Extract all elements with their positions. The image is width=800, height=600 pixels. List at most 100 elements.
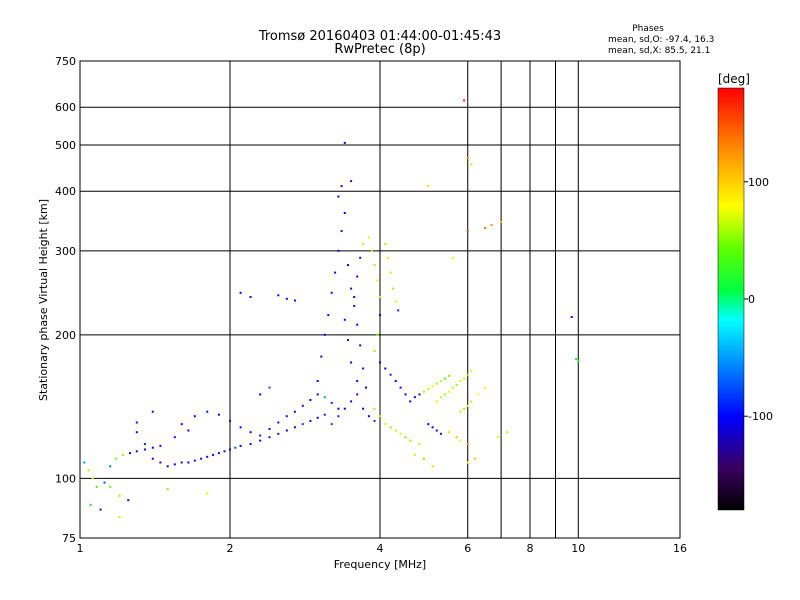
data-point: [206, 455, 209, 458]
data-point: [316, 393, 319, 396]
data-point: [323, 396, 326, 399]
data-point: [99, 508, 102, 511]
data-point: [443, 377, 446, 380]
phase-info-x: mean, sd,X: 85.5, 21.1: [608, 46, 710, 56]
y-tick-label: 750: [55, 55, 76, 68]
data-point: [330, 423, 333, 426]
data-point: [340, 185, 343, 188]
data-point: [466, 373, 469, 376]
data-point: [413, 453, 416, 456]
y-axis-label: Stationary phase Virtual Height [km]: [37, 199, 50, 401]
data-point: [427, 388, 430, 390]
data-point: [389, 373, 392, 376]
data-point: [373, 419, 376, 422]
data-point: [470, 400, 473, 403]
data-point: [87, 469, 90, 472]
data-point: [373, 350, 376, 352]
data-point: [427, 423, 430, 426]
data-point: [127, 499, 130, 502]
data-point: [91, 477, 94, 480]
data-point: [455, 436, 458, 439]
phase-info-heading: Phases: [632, 24, 664, 34]
data-point: [466, 156, 469, 159]
data-point: [151, 410, 154, 413]
data-point: [399, 432, 402, 435]
data-point: [397, 309, 400, 312]
data-point: [327, 314, 330, 317]
data-point: [337, 195, 340, 198]
data-point: [259, 393, 262, 396]
data-point: [435, 382, 438, 385]
data-point: [217, 452, 220, 455]
data-point: [180, 423, 183, 426]
data-point: [409, 400, 412, 403]
data-point: [103, 481, 106, 484]
colorbar-tick-label: 0: [748, 293, 755, 306]
x-tick-label: 1: [77, 542, 84, 555]
data-point: [362, 367, 365, 370]
colorbar-tick-label: 100: [748, 176, 769, 189]
data-point: [187, 461, 190, 464]
colorbar-unit: [deg]: [718, 72, 750, 86]
y-tick-label: 500: [55, 139, 76, 152]
data-point: [239, 426, 242, 429]
data-point: [373, 264, 376, 267]
data-point: [135, 450, 138, 453]
data-point: [484, 227, 487, 229]
data-point: [249, 431, 252, 434]
data-point: [212, 453, 215, 456]
data-point: [500, 220, 503, 223]
data-point: [418, 443, 421, 446]
data-point: [367, 415, 370, 418]
data-point: [439, 396, 442, 399]
data-point: [373, 407, 376, 410]
data-point: [466, 443, 469, 446]
data-point: [439, 380, 442, 382]
data-point: [350, 287, 353, 290]
x-axis-label: Frequency [MHz]: [334, 558, 426, 571]
data-point: [350, 400, 353, 403]
data-point: [337, 249, 340, 252]
data-point: [343, 318, 346, 321]
data-point: [109, 485, 112, 488]
data-point: [506, 431, 509, 434]
data-point: [389, 426, 392, 429]
data-point: [394, 300, 397, 303]
data-point: [387, 256, 389, 259]
data-point: [277, 294, 280, 297]
data-point: [392, 287, 395, 290]
data-point: [223, 450, 226, 453]
data-point: [466, 461, 469, 464]
y-tick-label: 200: [55, 329, 76, 342]
data-point: [323, 333, 326, 336]
data-point: [409, 439, 412, 442]
grid: [79, 60, 681, 539]
data-point: [83, 461, 86, 464]
data-point: [334, 271, 337, 274]
data-point: [353, 296, 356, 298]
data-point: [455, 384, 458, 386]
data-point: [118, 494, 121, 497]
data-point: [384, 243, 387, 245]
data-point: [376, 279, 379, 282]
data-point: [490, 223, 493, 226]
data-point: [259, 434, 262, 437]
y-tick-label: 600: [55, 101, 76, 114]
data-point: [200, 457, 203, 460]
data-point: [129, 452, 131, 455]
data-point: [347, 339, 349, 342]
data-point: [435, 429, 438, 432]
data-point: [180, 461, 183, 464]
data-point: [316, 416, 319, 419]
data-point: [484, 386, 487, 389]
data-point: [394, 429, 397, 432]
data-point: [356, 380, 359, 382]
y-tick-label: 300: [55, 245, 76, 258]
data-point: [431, 426, 434, 429]
data-point: [301, 404, 304, 407]
data-point: [379, 296, 381, 298]
data-point: [575, 358, 578, 360]
data-point: [404, 436, 407, 439]
data-point: [285, 297, 288, 300]
data-point: [343, 212, 346, 214]
